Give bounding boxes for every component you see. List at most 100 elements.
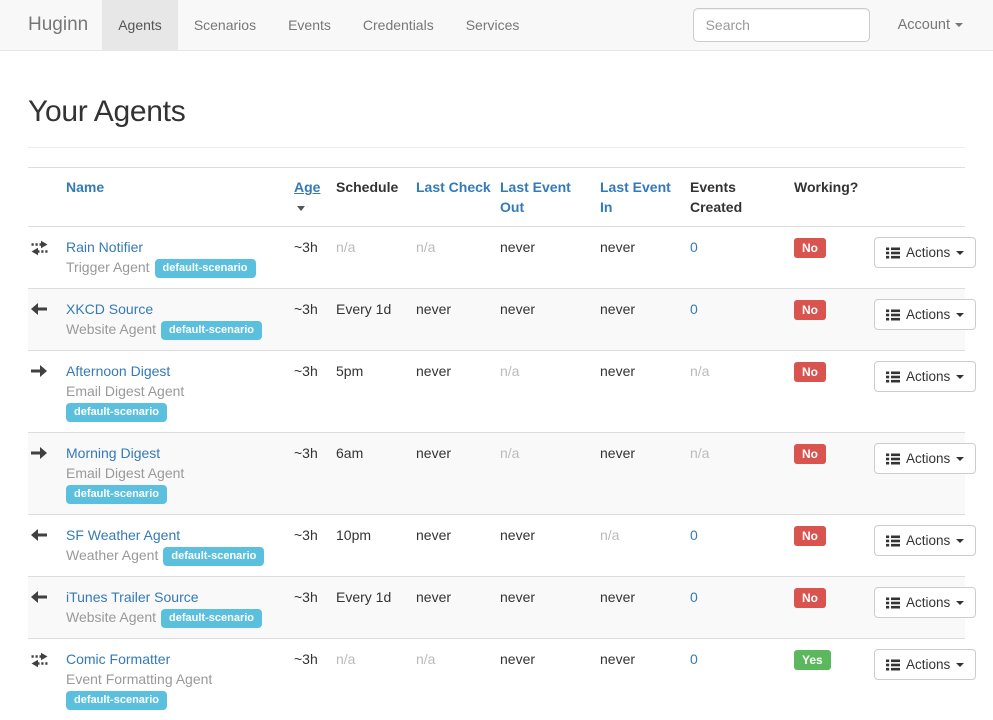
last-check-cell: never: [416, 289, 500, 351]
age-cell: ~3h: [294, 639, 336, 720]
page-title: Your Agents: [28, 95, 965, 129]
agent-type-label: Email Digest Agent: [66, 465, 184, 481]
last-check-cell: never: [416, 351, 500, 433]
events-created-cell: 0: [690, 289, 794, 351]
scenario-badge[interactable]: default-scenario: [163, 547, 264, 566]
schedule-cell: 10pm: [336, 515, 416, 577]
actions-button[interactable]: Actions: [874, 587, 976, 618]
actions-button[interactable]: Actions: [874, 525, 976, 556]
last-check-cell: never: [416, 433, 500, 515]
nav-item-scenarios[interactable]: Scenarios: [178, 0, 272, 50]
header-events-created: Events Created: [690, 168, 794, 227]
agent-type-label: Event Formatting Agent: [66, 671, 212, 687]
sort-last-check-link[interactable]: Last Check: [416, 179, 491, 195]
age-cell: ~3h: [294, 289, 336, 351]
working-status-badge: No: [794, 362, 826, 382]
search-input[interactable]: [693, 8, 870, 42]
nav-item-credentials[interactable]: Credentials: [347, 0, 450, 50]
agent-type-label: Website Agent: [66, 321, 156, 337]
nav-item-agents[interactable]: Agents: [102, 0, 178, 50]
events-created-link[interactable]: 0: [690, 527, 698, 543]
working-status-badge: No: [794, 526, 826, 546]
events-created-link[interactable]: 0: [690, 239, 698, 255]
last-event-out-cell: never: [500, 227, 600, 289]
actions-button[interactable]: Actions: [874, 237, 976, 268]
navbar: Huginn Agents Scenarios Events Credentia…: [0, 0, 993, 51]
agent-name-link[interactable]: SF Weather Agent: [66, 527, 180, 543]
table-row: XKCD Source Website Agent default-scenari…: [28, 289, 965, 351]
list-icon: [886, 247, 900, 259]
actions-button[interactable]: Actions: [874, 299, 976, 330]
scenario-badge[interactable]: default-scenario: [161, 321, 262, 340]
table-row: Comic Formatter Event Formatting Agent de…: [28, 639, 965, 720]
agents-table: Name Age Schedule Last Check Last Event …: [28, 167, 965, 720]
last-event-out-cell: n/a: [500, 351, 600, 433]
title-divider: [28, 147, 965, 148]
scenario-badge[interactable]: default-scenario: [161, 609, 262, 628]
actions-cell: Actions: [874, 515, 965, 577]
chevron-down-icon: [956, 539, 964, 543]
events-created-link[interactable]: 0: [690, 589, 698, 605]
sort-last-event-in-link[interactable]: Last Event In: [600, 179, 671, 215]
schedule-cell: 6am: [336, 433, 416, 515]
actions-cell: Actions: [874, 639, 965, 720]
agent-type-label: Weather Agent: [66, 547, 158, 563]
agent-name-link[interactable]: Morning Digest: [66, 445, 160, 461]
age-cell: ~3h: [294, 433, 336, 515]
schedule-cell: 5pm: [336, 351, 416, 433]
brand-huginn[interactable]: Huginn: [0, 0, 102, 50]
working-cell: No: [794, 433, 874, 515]
account-menu[interactable]: Account: [870, 0, 993, 50]
scenario-badge[interactable]: default-scenario: [155, 259, 256, 278]
last-event-in-cell: never: [600, 351, 690, 433]
header-schedule: Schedule: [336, 168, 416, 227]
arrow-right-icon: [30, 446, 48, 460]
working-cell: No: [794, 227, 874, 289]
arrow-left-icon: [30, 590, 48, 604]
nav-item-events[interactable]: Events: [272, 0, 347, 50]
agent-name-link[interactable]: Rain Notifier: [66, 239, 143, 255]
sort-name-link[interactable]: Name: [66, 179, 104, 195]
actions-button-label: Actions: [906, 595, 950, 610]
actions-cell: Actions: [874, 433, 965, 515]
list-icon: [886, 535, 900, 547]
transfer-icon: [30, 240, 49, 256]
transfer-icon: [30, 652, 49, 668]
agent-name-link[interactable]: Afternoon Digest: [66, 363, 170, 379]
chevron-down-icon: [956, 375, 964, 379]
actions-button[interactable]: Actions: [874, 649, 976, 680]
working-cell: Yes: [794, 639, 874, 720]
agent-name-link[interactable]: Comic Formatter: [66, 651, 170, 667]
events-created-link[interactable]: 0: [690, 301, 698, 317]
agent-direction-cell: [28, 289, 66, 351]
working-cell: No: [794, 351, 874, 433]
age-cell: ~3h: [294, 227, 336, 289]
scenario-badge[interactable]: default-scenario: [66, 403, 167, 422]
actions-button[interactable]: Actions: [874, 361, 976, 392]
age-cell: ~3h: [294, 351, 336, 433]
agent-name-link[interactable]: XKCD Source: [66, 301, 153, 317]
actions-button-label: Actions: [906, 533, 950, 548]
scenario-badge[interactable]: default-scenario: [66, 485, 167, 504]
list-icon: [886, 659, 900, 671]
arrow-right-icon: [30, 364, 48, 378]
arrow-left-icon: [30, 302, 48, 316]
actions-button[interactable]: Actions: [874, 443, 976, 474]
table-row: SF Weather Agent Weather Agent default-sc…: [28, 515, 965, 577]
chevron-down-icon: [956, 457, 964, 461]
sort-age-link[interactable]: Age: [294, 179, 320, 195]
events-created-link[interactable]: 0: [690, 651, 698, 667]
agent-name-link[interactable]: iTunes Trailer Source: [66, 589, 199, 605]
nav-item-services[interactable]: Services: [450, 0, 536, 50]
actions-button-label: Actions: [906, 657, 950, 672]
actions-cell: Actions: [874, 289, 965, 351]
header-name: Name: [66, 168, 294, 227]
sort-last-event-out-link[interactable]: Last Event Out: [500, 179, 571, 215]
scenario-badge[interactable]: default-scenario: [66, 691, 167, 710]
header-age: Age: [294, 168, 336, 227]
list-icon: [886, 453, 900, 465]
